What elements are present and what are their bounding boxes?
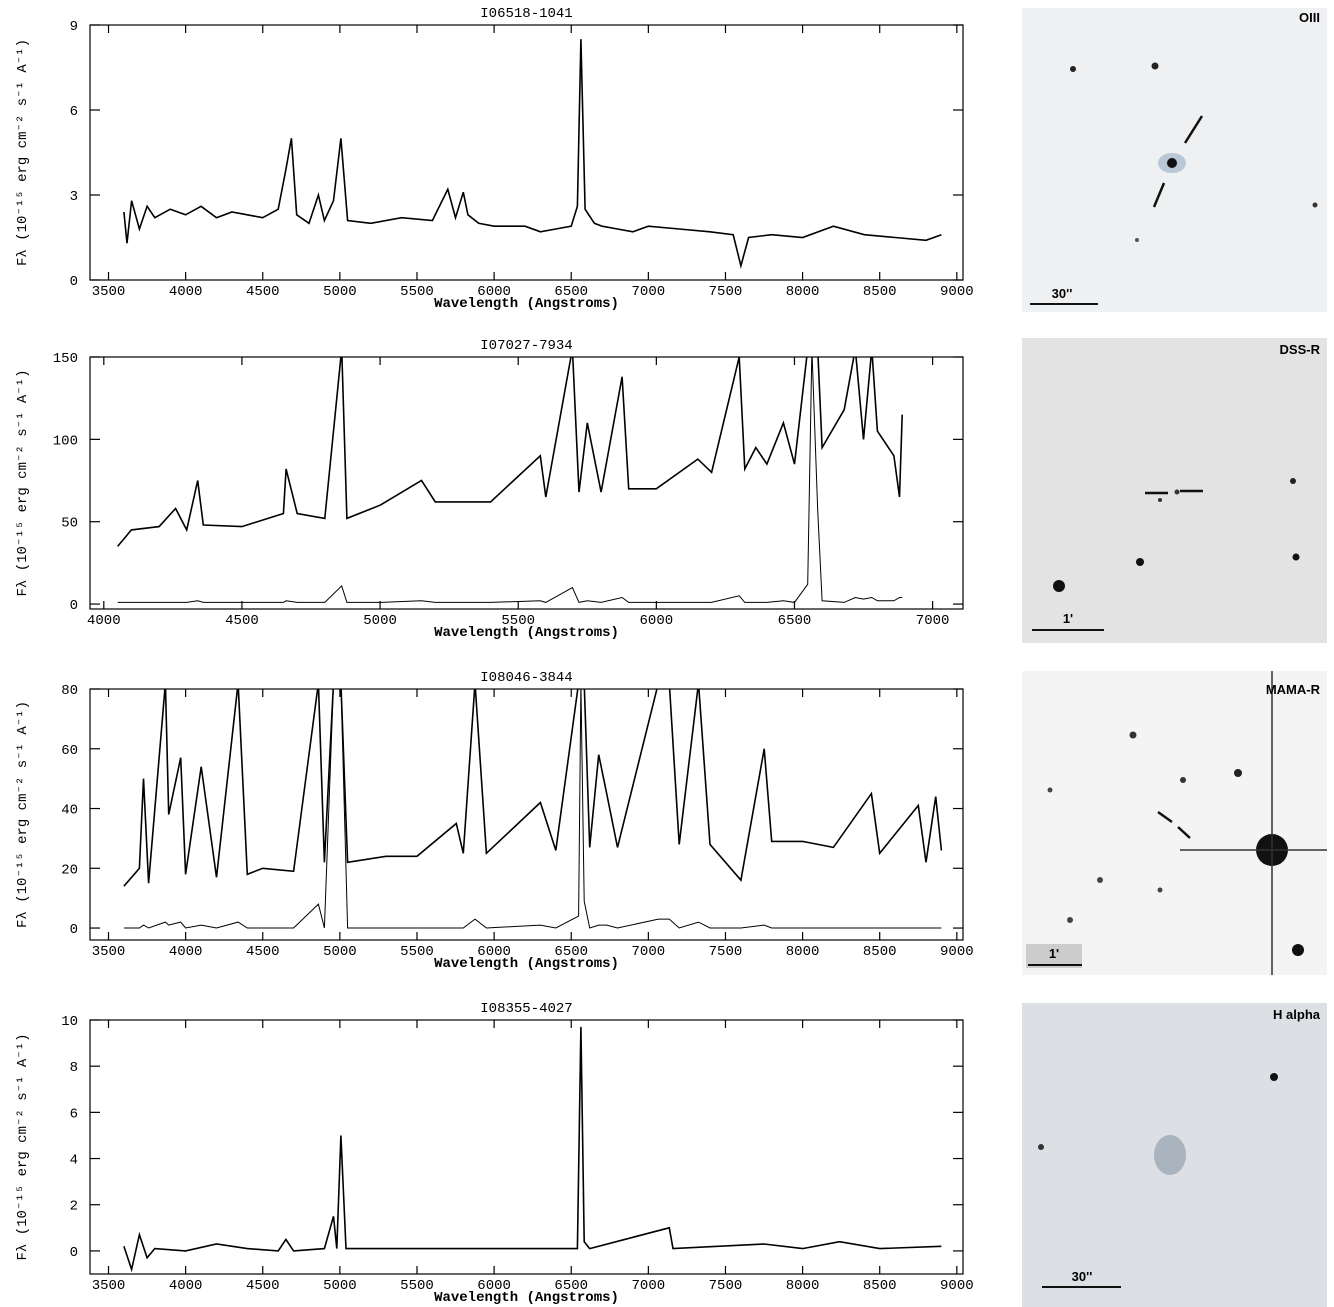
- y-tick-label: 3: [70, 189, 78, 205]
- x-tick-label: 5000: [323, 1278, 357, 1294]
- spectrum-line: [123, 1026, 942, 1273]
- x-tick-label: 5500: [501, 613, 535, 629]
- y-tick-label: 20: [61, 862, 78, 878]
- x-tick-label: 7000: [632, 1278, 666, 1294]
- x-tick-label: 3500: [92, 1278, 126, 1294]
- y-tick-label: 50: [61, 516, 78, 532]
- x-tick-label: 6500: [554, 944, 588, 960]
- x-tick-label: 8000: [786, 944, 820, 960]
- y-tick-label: 0: [70, 274, 78, 290]
- x-tick-label: 7000: [632, 284, 666, 300]
- x-tick-label: 4500: [246, 1278, 280, 1294]
- x-tick-label: 6000: [640, 613, 674, 629]
- y-tick-label: 150: [53, 351, 78, 367]
- y-tick-label: 4: [70, 1153, 78, 1169]
- y-tick-label: 40: [61, 803, 78, 819]
- x-tick-label: 6000: [477, 944, 511, 960]
- y-axis-label: Fλ (10⁻¹⁵ erg cm⁻² s⁻¹ A⁻¹): [15, 39, 31, 266]
- x-tick-label: 6000: [477, 1278, 511, 1294]
- x-tick-label: 4000: [169, 284, 203, 300]
- image-panel: [1022, 8, 1327, 312]
- chart-title: I08355-4027: [480, 1001, 572, 1017]
- plot-frame: [89, 356, 964, 610]
- x-axis-label: Wavelength (Angstroms): [434, 1290, 619, 1306]
- image-label: H alpha: [1273, 1007, 1321, 1022]
- x-tick-label: 7500: [709, 284, 743, 300]
- spectrum-line: [117, 357, 903, 603]
- image-label: OIII: [1299, 10, 1320, 25]
- scale-label: 1': [1063, 611, 1073, 626]
- plot-frame: [89, 24, 964, 281]
- x-tick-label: 7500: [709, 944, 743, 960]
- x-tick-label: 7000: [632, 944, 666, 960]
- x-tick-label: 4000: [169, 944, 203, 960]
- x-tick-label: 6500: [554, 284, 588, 300]
- plot-frame: [89, 688, 964, 941]
- x-tick-label: 6500: [554, 1278, 588, 1294]
- x-axis-label: Wavelength (Angstroms): [434, 296, 619, 312]
- spectrum-line: [123, 689, 942, 929]
- image-label: MAMA-R: [1266, 682, 1321, 697]
- y-tick-label: 8: [70, 1060, 78, 1076]
- y-tick-label: 60: [61, 743, 78, 759]
- x-tick-label: 5000: [323, 944, 357, 960]
- x-tick-label: 7500: [709, 1278, 743, 1294]
- x-tick-label: 5000: [323, 284, 357, 300]
- x-tick-label: 5500: [400, 284, 434, 300]
- y-tick-label: 10: [61, 1014, 78, 1030]
- chart-title: I07027-7934: [480, 338, 572, 354]
- scale-label: 30'': [1072, 1269, 1093, 1284]
- y-tick-label: 0: [70, 598, 78, 614]
- plot-frame: [89, 1019, 964, 1275]
- image-panel: [1022, 671, 1327, 975]
- x-tick-label: 4500: [246, 284, 280, 300]
- y-tick-label: 0: [70, 1245, 78, 1261]
- y-tick-label: 80: [61, 683, 78, 699]
- spectrum-line: [116, 357, 903, 547]
- x-tick-label: 5000: [363, 613, 397, 629]
- x-tick-label: 5500: [400, 1278, 434, 1294]
- y-tick-label: 9: [70, 19, 78, 35]
- x-axis-label: Wavelength (Angstroms): [434, 625, 619, 641]
- x-tick-label: 8500: [863, 1278, 897, 1294]
- chart-title: I06518-1041: [480, 6, 572, 22]
- scale-label: 30'': [1052, 286, 1073, 301]
- image-label: DSS-R: [1280, 342, 1321, 357]
- scale-label: 1': [1049, 946, 1059, 961]
- x-tick-label: 6500: [778, 613, 812, 629]
- spectrum-line: [123, 39, 942, 269]
- x-tick-label: 4500: [225, 613, 259, 629]
- y-tick-label: 100: [53, 433, 78, 449]
- x-tick-label: 8500: [863, 284, 897, 300]
- y-tick-label: 0: [70, 922, 78, 938]
- x-tick-label: 9000: [940, 944, 974, 960]
- x-tick-label: 8500: [863, 944, 897, 960]
- x-tick-label: 9000: [940, 1278, 974, 1294]
- x-tick-label: 3500: [92, 284, 126, 300]
- chart-title: I08046-3844: [480, 670, 572, 686]
- y-tick-label: 2: [70, 1199, 78, 1215]
- x-tick-label: 4500: [246, 944, 280, 960]
- y-tick-label: 6: [70, 104, 78, 120]
- x-tick-label: 7000: [916, 613, 950, 629]
- y-axis-label: Fλ (10⁻¹⁵ erg cm⁻² s⁻¹ A⁻¹): [15, 1034, 31, 1261]
- x-tick-label: 8000: [786, 284, 820, 300]
- x-tick-label: 8000: [786, 1278, 820, 1294]
- image-panel: [1022, 1003, 1327, 1307]
- x-tick-label: 3500: [92, 944, 126, 960]
- image-panel: [1022, 338, 1327, 643]
- x-tick-label: 6000: [477, 284, 511, 300]
- x-tick-label: 4000: [169, 1278, 203, 1294]
- spectrum-line: [123, 689, 943, 887]
- y-axis-label: Fλ (10⁻¹⁵ erg cm⁻² s⁻¹ A⁻¹): [15, 701, 31, 928]
- x-tick-label: 9000: [940, 284, 974, 300]
- x-tick-label: 4000: [87, 613, 121, 629]
- x-tick-label: 5500: [400, 944, 434, 960]
- x-axis-label: Wavelength (Angstroms): [434, 956, 619, 972]
- y-tick-label: 6: [70, 1106, 78, 1122]
- y-axis-label: Fλ (10⁻¹⁵ erg cm⁻² s⁻¹ A⁻¹): [15, 370, 31, 597]
